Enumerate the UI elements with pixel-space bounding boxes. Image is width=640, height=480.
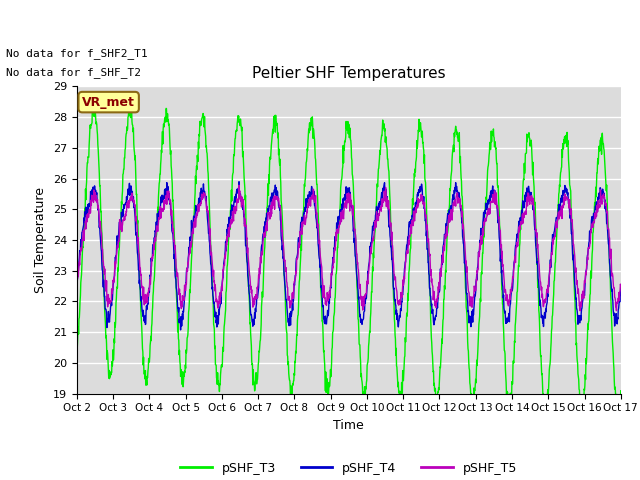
pSHF_T3: [615, 414, 623, 420]
pSHF_T3: [138, 319, 145, 324]
Text: No data for f_SHF_T2: No data for f_SHF_T2: [6, 67, 141, 78]
pSHF_T4: [316, 256, 323, 262]
pSHF_T4: [235, 179, 243, 185]
X-axis label: Time: Time: [333, 419, 364, 432]
pSHF_T4: [305, 196, 312, 202]
pSHF_T4: [383, 194, 391, 200]
pSHF_T4: [115, 227, 123, 232]
pSHF_T5: [617, 283, 625, 289]
pSHF_T5: [73, 276, 81, 281]
pSHF_T4: [137, 298, 145, 303]
pSHF_T5: [576, 308, 584, 314]
Text: No data for f_SHF2_T1: No data for f_SHF2_T1: [6, 48, 148, 59]
Legend: pSHF_T3, pSHF_T4, pSHF_T5: pSHF_T3, pSHF_T4, pSHF_T5: [175, 456, 522, 480]
Line: pSHF_T4: pSHF_T4: [77, 182, 621, 330]
Line: pSHF_T3: pSHF_T3: [77, 102, 621, 417]
pSHF_T5: [383, 194, 390, 200]
pSHF_T3: [125, 99, 133, 105]
pSHF_T5: [325, 295, 333, 301]
pSHF_T4: [73, 284, 81, 290]
pSHF_T3: [115, 248, 123, 254]
pSHF_T5: [304, 200, 312, 206]
pSHF_T5: [235, 182, 243, 188]
pSHF_T5: [316, 241, 323, 247]
pSHF_T5: [115, 239, 123, 245]
pSHF_T3: [383, 144, 390, 150]
pSHF_T4: [177, 327, 184, 333]
pSHF_T3: [325, 380, 333, 385]
pSHF_T4: [326, 300, 333, 306]
pSHF_T3: [73, 346, 81, 351]
Y-axis label: Soil Temperature: Soil Temperature: [35, 187, 47, 293]
pSHF_T3: [617, 388, 625, 394]
Title: Peltier SHF Temperatures: Peltier SHF Temperatures: [252, 66, 445, 81]
Line: pSHF_T5: pSHF_T5: [77, 185, 621, 311]
pSHF_T4: [617, 284, 625, 290]
Text: VR_met: VR_met: [82, 96, 135, 108]
pSHF_T5: [137, 271, 145, 277]
pSHF_T3: [304, 138, 312, 144]
pSHF_T3: [316, 247, 323, 252]
